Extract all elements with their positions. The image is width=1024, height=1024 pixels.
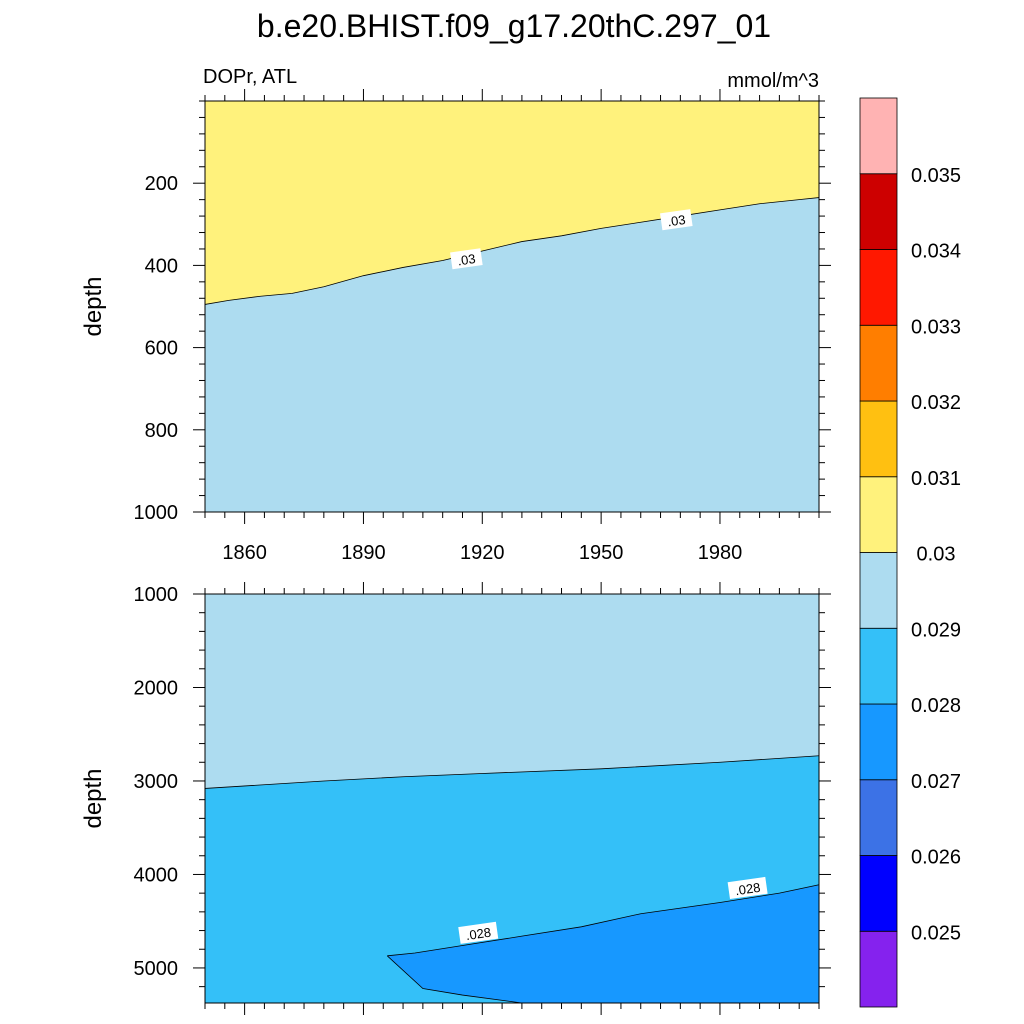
contour-label-text: .03	[666, 212, 686, 229]
units-subtitle: mmol/m^3	[727, 70, 819, 92]
colorbar-box	[859, 855, 898, 932]
y-tick-label: 800	[145, 420, 178, 442]
colorbar-label: 0.033	[911, 316, 961, 338]
y-tick-label: 200	[145, 173, 178, 195]
chart-title: b.e20.BHIST.f09_g17.20thC.297_01	[257, 8, 771, 44]
colorbar-label: 0.027	[911, 771, 961, 793]
contour-label-box	[458, 921, 499, 944]
colorbar-box	[859, 552, 898, 629]
colorbar-box	[859, 324, 898, 402]
x-tick-label: 1860	[222, 542, 267, 564]
colorbar-label: 0.032	[911, 392, 961, 414]
contour-label-box	[660, 209, 693, 231]
colorbar-box	[859, 476, 898, 553]
contour-label-text: .028	[465, 925, 492, 943]
colorbar-label: 0.025	[911, 922, 961, 944]
colorbar: 0.025 0.026 0.027 0.028 0.029 0.03 0.031 0.032 0…	[859, 97, 961, 1008]
y-tick-label: 1000	[134, 584, 179, 606]
y-tick-label: 4000	[134, 864, 179, 886]
contour-label-text: .03	[457, 251, 477, 268]
contour-label: .028	[727, 876, 768, 900]
x-tick-label: 1980	[698, 542, 743, 564]
contour-line	[204, 755, 820, 789]
colorbar-box	[859, 703, 898, 781]
y-tick-label: 400	[145, 255, 178, 277]
colorbar-label: 0.034	[911, 241, 961, 263]
panel-upper: .03 .03 1860 1890 1920 1950 1980 200 400 600 800 10…	[80, 89, 831, 564]
colorbar-box	[859, 779, 898, 856]
colorbar-label: 0.03	[917, 544, 956, 566]
y-tick-label: 600	[145, 338, 178, 360]
y-tick-label: 3000	[134, 771, 179, 793]
plot-frame	[204, 593, 820, 1004]
panels: .03 .03 1860 1890 1920 1950 1980 200 400 600 800 10…	[80, 89, 831, 1015]
panel-lower: .028 .028 1000 2000 3000 4000 5000 depth	[80, 582, 831, 1015]
colorbar-box	[859, 400, 898, 478]
x-tick-label: 1920	[460, 542, 505, 564]
colorbar-label: 0.031	[911, 468, 961, 490]
colorbar-label: 0.029	[911, 619, 961, 641]
contour-label: .028	[458, 921, 499, 944]
contour-label-box	[727, 876, 768, 900]
left-subtitle: DOPr, ATL	[203, 66, 297, 88]
plot-frame	[204, 100, 820, 513]
contour-label-box	[450, 248, 483, 270]
contour-line	[204, 197, 820, 305]
colorbar-box	[859, 930, 898, 1008]
y-axis-label: depth	[80, 276, 107, 336]
contour-label: .03	[660, 209, 693, 231]
x-tick-label: 1950	[579, 542, 624, 564]
colorbar-box	[859, 627, 898, 705]
contour-region	[205, 101, 819, 305]
colorbar-label: 0.026	[911, 847, 961, 869]
contour-region	[387, 884, 819, 1003]
colorbar-label: 0.035	[911, 165, 961, 187]
colorbar-box	[859, 97, 898, 175]
y-axis-label: depth	[80, 768, 107, 828]
y-tick-label: 1000	[134, 502, 179, 524]
y-tick-label: 5000	[134, 958, 179, 980]
colorbar-box	[859, 249, 898, 326]
x-tick-label: 1890	[341, 542, 386, 564]
colorbar-box	[859, 173, 898, 250]
contour-label-text: .028	[734, 880, 761, 898]
y-tick-label: 2000	[134, 677, 179, 699]
contour-line	[386, 884, 820, 1004]
contour-label: .03	[450, 248, 483, 270]
colorbar-label: 0.028	[911, 695, 961, 717]
